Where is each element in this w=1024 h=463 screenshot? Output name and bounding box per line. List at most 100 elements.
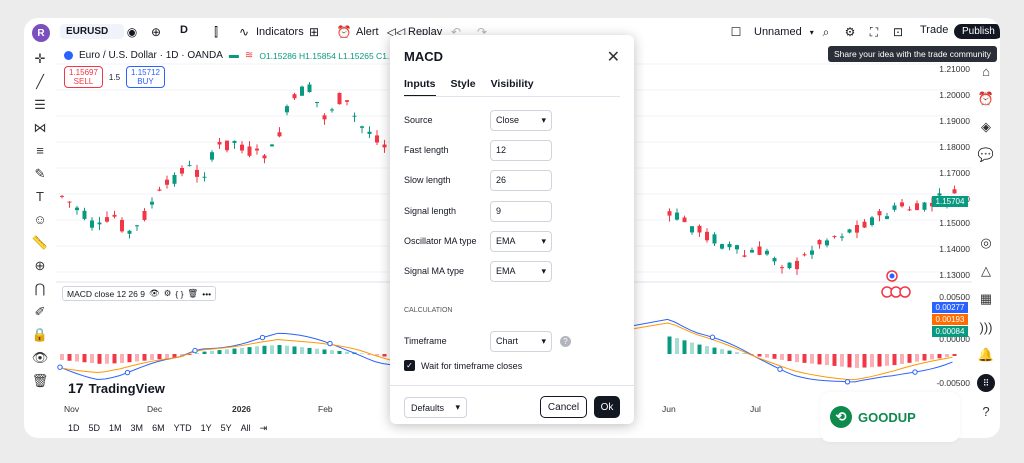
trendline-icon[interactable]: ╱ [36, 73, 44, 89]
lock-drawings-icon[interactable]: ✐ [34, 303, 46, 319]
brush-icon[interactable]: ✎ [34, 165, 46, 181]
sell-button[interactable]: 1.15697 SELL [64, 66, 103, 88]
slow-length-input[interactable]: 26 [490, 169, 552, 191]
range-1m[interactable]: 1M [109, 423, 122, 433]
macd-indicator-legend[interactable]: MACD close 12 26 9 👁 ⚙ { } 🗑 ••• [62, 286, 217, 301]
text-icon[interactable]: T [36, 189, 44, 204]
histogram-bar [690, 342, 694, 354]
ruler-icon[interactable]: 📏 [31, 234, 49, 250]
histogram-bar [135, 354, 139, 362]
trade-button[interactable]: Trade [920, 24, 949, 36]
candle-body [255, 148, 259, 151]
chat-icon[interactable]: 💬 [977, 147, 995, 162]
pattern-icon[interactable]: ⋈ [33, 119, 47, 135]
broadcast-icon[interactable]: ))) [979, 319, 993, 335]
horizontal-lines-icon[interactable]: ☰ [34, 96, 46, 112]
layers-icon[interactable]: ◈ [981, 119, 991, 134]
tab-visibility[interactable]: Visibility [490, 78, 534, 90]
apps-icon[interactable]: ⠿ [977, 374, 995, 392]
goto-date-icon[interactable]: ⇥ [259, 422, 268, 433]
histogram-bar [202, 351, 207, 354]
alerts-icon[interactable]: ⏰ [977, 91, 995, 106]
defaults-dropdown[interactable]: Defaults ▾ [404, 397, 467, 418]
indicators-button[interactable]: ∿ Indicators [236, 24, 304, 40]
signal-ma-select[interactable]: EMA ▾ [490, 260, 552, 282]
interval-button[interactable]: D [180, 24, 188, 36]
fast-length-input[interactable]: 12 [490, 139, 552, 161]
cancel-button[interactable]: Cancel [540, 396, 587, 418]
range-ytd[interactable]: YTD [173, 423, 192, 433]
signal-length-input[interactable]: 9 [490, 200, 552, 222]
lock-icon[interactable]: 🔒 [31, 326, 49, 342]
source-code-icon[interactable]: { } [175, 288, 184, 299]
histogram-bar [217, 350, 222, 354]
publish-button[interactable]: Publish [954, 24, 1000, 39]
oscillator-ma-select[interactable]: EMA ▾ [490, 230, 552, 252]
compare-icon[interactable]: ◉ [126, 25, 138, 39]
calendar-icon[interactable]: ▦ [979, 291, 993, 306]
candle-body [735, 245, 739, 250]
quick-search-icon[interactable]: ⌕ [822, 24, 830, 39]
histogram-bar [307, 347, 312, 354]
wait-timeframe-checkbox[interactable]: ✓ [404, 360, 415, 371]
candle-body [337, 92, 342, 105]
close-icon[interactable]: ✕ [606, 49, 620, 66]
trash-icon[interactable]: 🗑 [31, 372, 49, 388]
emoji-icon[interactable]: ☺ [33, 212, 47, 227]
avatar[interactable]: R [32, 24, 50, 42]
magnet-icon[interactable]: ⋂ [34, 280, 46, 296]
time-axis[interactable]: Nov Dec 2026 Feb Jun Jul [64, 404, 944, 416]
candle-body [367, 131, 372, 134]
crossover-marker [912, 369, 918, 375]
chevron-down-icon: ▾ [541, 265, 546, 276]
range-1y[interactable]: 1Y [200, 423, 212, 433]
timeframe-select[interactable]: Chart ▾ [490, 330, 552, 352]
buy-button[interactable]: 1.15712 BUY [126, 66, 165, 88]
source-select[interactable]: Close ▾ [490, 109, 552, 131]
watchlist-icon[interactable]: ⌂ [982, 63, 990, 79]
layout-button[interactable]: ☐ Unnamed ▾ [728, 24, 814, 40]
help-icon[interactable]: ? [560, 335, 571, 347]
range-5d[interactable]: 5D [88, 423, 101, 433]
histogram-bar [802, 354, 807, 363]
ok-button[interactable]: Ok [594, 396, 620, 418]
templates-icon[interactable]: ⊞ [308, 25, 320, 39]
legend-title[interactable]: Euro / U.S. Dollar · 1D · OANDA [79, 50, 223, 61]
alert-button[interactable]: ⏰ Alert [336, 25, 379, 39]
tab-style[interactable]: Style [450, 78, 476, 90]
snapshot-icon[interactable]: ⊡ [892, 25, 904, 39]
more-icon[interactable]: ••• [202, 288, 212, 299]
settings-icon[interactable]: ⚙ [844, 25, 856, 39]
zoom-in-icon[interactable]: ⊕ [34, 257, 46, 273]
range-6m[interactable]: 6M [152, 423, 165, 433]
candle-body [682, 217, 687, 223]
symbol-search[interactable]: EURUSD [60, 24, 124, 39]
eye-icon[interactable]: 👁 [148, 288, 160, 298]
crosshair-icon[interactable]: ✛ [34, 50, 46, 66]
range-5y[interactable]: 5Y [220, 423, 232, 433]
undo-icon[interactable]: ↶ [450, 25, 462, 39]
notifications-icon[interactable]: 🔔 [977, 347, 995, 362]
visibility-icon[interactable]: 👁 [31, 349, 49, 365]
fullscreen-icon[interactable]: ⛶ [869, 24, 879, 39]
ohlc-values: O1.15286 H1.15854 L1.15265 C1.15 [259, 50, 399, 61]
range-3m[interactable]: 3M [130, 423, 144, 433]
add-symbol-icon[interactable]: ⊕ [150, 25, 162, 39]
help-icon[interactable]: ? [982, 403, 990, 419]
candle-body [165, 179, 169, 185]
range-all[interactable]: All [240, 423, 251, 433]
tab-inputs[interactable]: Inputs [404, 78, 436, 97]
settings-icon[interactable]: ⚙ [163, 288, 172, 298]
field-label: Slow length [404, 175, 451, 185]
delete-icon[interactable]: 🗑 [187, 288, 199, 298]
range-1d[interactable]: 1D [68, 423, 80, 433]
fib-icon[interactable]: ≡ [36, 143, 44, 158]
candle-body [322, 115, 327, 120]
histogram-bar [82, 354, 87, 363]
ideas-icon[interactable]: ◎ [980, 235, 992, 250]
redo-icon[interactable]: ↷ [476, 25, 488, 39]
streams-icon[interactable]: △ [981, 263, 991, 278]
candle-body [765, 250, 769, 255]
chart-type-icon[interactable]: ⫿ [214, 24, 218, 39]
histogram-bar [705, 346, 709, 354]
